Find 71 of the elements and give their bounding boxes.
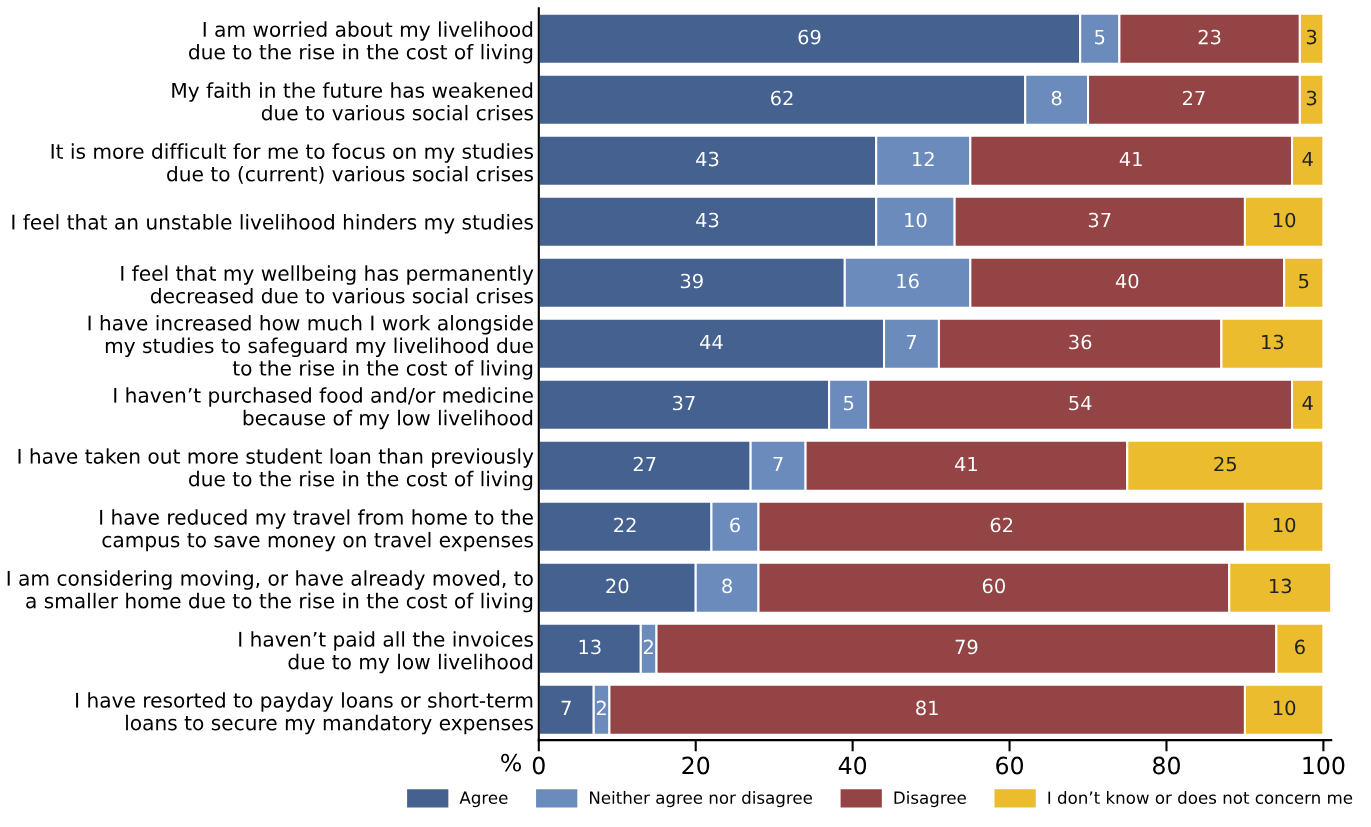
data-label: 8 <box>1051 90 1062 106</box>
data-label: 13 <box>1270 578 1292 594</box>
x-tick-label: 80 <box>1153 756 1180 775</box>
data-label: 13 <box>1262 334 1284 350</box>
y-tick-label: I am worried about my livelihood due to the rise in the cost of living <box>189 21 533 64</box>
data-label: 22 <box>614 517 636 533</box>
data-label: 10 <box>905 212 927 228</box>
legend-label: Agree <box>459 791 508 808</box>
data-label: 27 <box>633 456 656 472</box>
data-label: 7 <box>773 456 783 472</box>
x-tick-label: 40 <box>838 756 867 775</box>
data-label: 8 <box>722 578 732 594</box>
data-label: 4 <box>1302 151 1313 167</box>
data-label: 6 <box>730 517 740 533</box>
data-label: 6 <box>1295 639 1305 655</box>
data-label: 2 <box>596 700 606 716</box>
data-label: 44 <box>699 334 723 350</box>
x-tick-label: 0 <box>532 756 545 775</box>
data-label: 2 <box>643 639 653 655</box>
y-tick-label: I haven’t paid all the invoices due to my low livelihood <box>239 631 533 674</box>
data-label: 4 <box>1302 395 1313 411</box>
data-label: 10 <box>1273 517 1296 533</box>
y-tick-label: I have taken out more student loan than previously due to the rise in the cost of living <box>18 448 534 491</box>
data-label: 23 <box>1198 29 1221 45</box>
data-label: 69 <box>798 29 821 45</box>
data-label: 36 <box>1069 334 1092 350</box>
legend-label: Neither agree nor disagree <box>590 791 812 808</box>
x-tick-label: 60 <box>996 756 1024 775</box>
x-tick-label: 20 <box>682 756 710 775</box>
data-label: 54 <box>1069 395 1092 411</box>
data-label: 27 <box>1182 90 1205 106</box>
x-axis-title: % <box>501 753 521 772</box>
y-tick-label: I have reduced my travel from home to the campus to save money on travel expenses <box>100 509 533 552</box>
data-label: 40 <box>1115 273 1139 289</box>
y-tick-label: I haven’t purchased food and/or medicine because of my low livelihood <box>114 387 533 430</box>
legend-label: I don’t know or does not concern me <box>1048 791 1353 804</box>
y-tick-label: I am considering moving, or have already moved, to a smaller home due to the rise in the cost of living <box>7 570 533 613</box>
y-tick-label: My faith in the future has weakened due to various social crises <box>172 82 533 121</box>
data-label: 62 <box>990 517 1013 533</box>
data-label: 62 <box>771 90 793 106</box>
data-label: 12 <box>913 151 934 167</box>
data-label: 3 <box>1306 90 1317 106</box>
y-tick-label: I feel that my wellbeing has permanently decreased due to various social crises <box>121 265 534 304</box>
data-label: 41 <box>954 456 977 472</box>
data-label: 20 <box>606 578 629 594</box>
data-label: 43 <box>696 212 719 228</box>
data-label: 16 <box>897 273 919 289</box>
data-label: 41 <box>1119 151 1142 167</box>
y-tick-label: I have increased how much I work alongside my studies to safeguard my livelihood due to the rise in the cost of living <box>88 315 533 380</box>
data-label: 37 <box>673 395 695 411</box>
y-tick-label: It is more difficult for me to focus on my studies due to (current) various social crises <box>51 143 533 184</box>
legend-label: Disagree <box>894 791 966 808</box>
data-label: 5 <box>844 395 854 411</box>
data-label: 5 <box>1095 29 1105 45</box>
data-label: 25 <box>1214 456 1236 472</box>
data-label: 10 <box>1273 700 1296 716</box>
data-label: 43 <box>696 151 719 167</box>
data-label: 81 <box>916 700 938 716</box>
data-label: 39 <box>680 273 703 289</box>
y-tick-label: I feel that an unstable livelihood hinders my studies <box>12 214 533 234</box>
data-label: 3 <box>1306 29 1317 45</box>
data-label: 5 <box>1299 273 1309 289</box>
data-label: 7 <box>561 700 571 716</box>
data-label: 37 <box>1088 212 1111 228</box>
y-tick-label: I have resorted to payday loans or short-term loans to secure my mandatory expenses <box>76 692 533 735</box>
data-label: 7 <box>906 334 917 350</box>
data-label: 10 <box>1273 212 1296 228</box>
data-label: 60 <box>982 578 1005 594</box>
x-tick-label: 100 <box>1303 756 1345 775</box>
data-label: 79 <box>955 639 978 655</box>
data-label: 13 <box>579 639 601 655</box>
